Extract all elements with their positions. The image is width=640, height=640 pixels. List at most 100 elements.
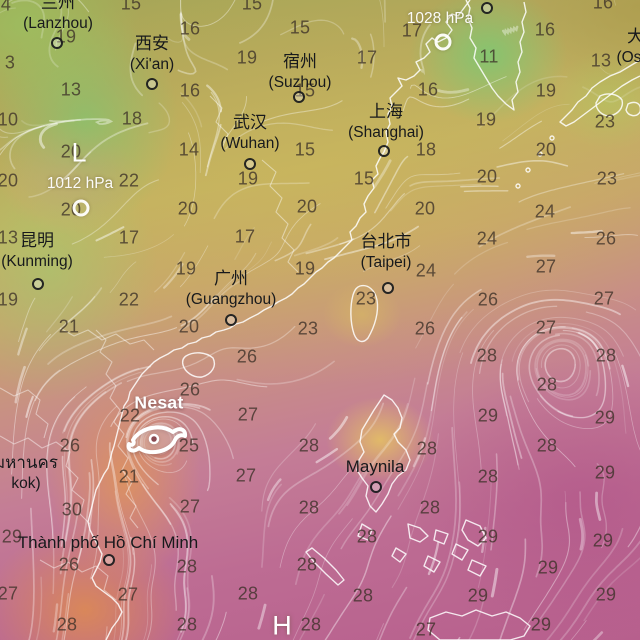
city-native-name: 大阪 — [627, 27, 640, 46]
city-marker-maynila[interactable] — [370, 481, 382, 493]
city-native-name: 广州 — [213, 269, 248, 288]
city-roman-name: (Lanzhou) — [23, 15, 93, 32]
temperature-label: 27 — [593, 288, 615, 309]
temperature-label: 23 — [594, 111, 616, 132]
temperature-label: 11 — [479, 46, 499, 67]
temperature-label: 28 — [56, 614, 78, 635]
temperature-label: 28 — [419, 497, 441, 518]
temperature-label: 29 — [595, 584, 617, 605]
temperature-label: 15 — [353, 168, 375, 189]
city-native-name: 武汉 — [233, 113, 267, 132]
city-label-hochiminh: Thành phố Hồ Chí Minh — [18, 532, 199, 553]
city-native-name: 昆明 — [20, 231, 54, 250]
temperature-label: 29 — [477, 526, 499, 547]
temperature-label: 28 — [416, 438, 438, 459]
city-marker-hochiminh[interactable] — [103, 554, 115, 566]
temperature-label: 29 — [477, 405, 499, 426]
temperature-label: 19 — [237, 168, 259, 189]
temperature-label: 29 — [530, 614, 552, 635]
city-roman-name: (Shanghai) — [348, 124, 424, 141]
temperature-label: 10 — [0, 109, 19, 130]
temperature-label: 20 — [476, 166, 498, 187]
temperature-label: 28 — [300, 614, 322, 635]
city-native-name: Maynila — [345, 457, 405, 476]
temperature-label: 28 — [476, 345, 498, 366]
city-marker-taipei[interactable] — [382, 282, 394, 294]
temperature-label: 28 — [298, 497, 320, 518]
city-native-name: 兰州 — [40, 0, 75, 12]
temperature-label: 13 — [590, 50, 612, 71]
pressure-center-l: L — [71, 137, 87, 168]
temperature-label: 28 — [296, 554, 318, 575]
city-marker-xian[interactable] — [146, 78, 158, 90]
temperature-label: 13 — [60, 79, 82, 100]
city-roman-name: (Kunming) — [1, 253, 73, 270]
temperature-label: 27 — [179, 496, 201, 517]
city-label-lanzhou: 兰州 (Lanzhou) — [23, 0, 93, 34]
city-roman-name: kok) — [11, 475, 41, 492]
pressure-marker-ring[interactable] — [72, 199, 90, 217]
city-roman-name: (Xi'an) — [129, 56, 175, 73]
temperature-label: 20 — [0, 170, 19, 191]
temperature-label: 26 — [477, 289, 499, 310]
temperature-label: 29 — [467, 585, 489, 606]
temperature-label: 20 — [178, 316, 200, 337]
temperature-label: 29 — [1, 526, 23, 547]
temperature-label: 22 — [118, 170, 140, 191]
temperature-label: 4 — [0, 0, 12, 15]
temperature-label: 29 — [592, 530, 614, 551]
city-native-name: มหานคร — [0, 453, 59, 472]
city-native-name: 西安 — [135, 34, 169, 53]
temperature-label: 26 — [236, 346, 258, 367]
city-roman-name: (Suzhou) — [268, 74, 332, 91]
city-native-name: 台北市 — [360, 232, 412, 251]
temperature-label: 15 — [120, 0, 142, 14]
city-label-suzhou: 宿州 (Suzhou) — [269, 51, 332, 93]
city-marker-suzhou[interactable] — [293, 91, 305, 103]
city-roman-name: (Osaka) — [616, 49, 640, 66]
temperature-label: 20 — [535, 139, 557, 160]
temperature-label: 16 — [417, 79, 439, 100]
temperature-label: 19 — [535, 80, 557, 101]
city-marker-lanzhou[interactable] — [51, 37, 63, 49]
temperature-label: 27 — [535, 317, 557, 338]
pressure-center-h: H — [272, 610, 292, 640]
temperature-label: 29 — [537, 557, 559, 578]
temperature-label: 17 — [356, 47, 378, 68]
temperature-label: 20 — [177, 198, 199, 219]
temperature-label: 28 — [536, 374, 558, 395]
temperature-label: 15 — [289, 17, 311, 38]
city-marker-shanghai[interactable] — [378, 145, 390, 157]
temperature-label: 20 — [296, 196, 318, 217]
temperature-label: 28 — [298, 435, 320, 456]
city-label-xian: 西安 (Xi'an) — [130, 33, 174, 75]
city-label-bangkok: มหานคร kok) — [0, 452, 58, 494]
temperature-label: 14 — [178, 139, 200, 160]
city-marker-guangzhou[interactable] — [225, 314, 237, 326]
city-marker-wuhan[interactable] — [244, 158, 256, 170]
city-label-wuhan: 武汉 (Wuhan) — [220, 112, 279, 154]
pressure-marker-ring[interactable] — [434, 33, 452, 51]
city-label-osaka: 大阪 (Osaka) — [616, 26, 640, 68]
unnamed-city-marker[interactable] — [481, 2, 493, 14]
temperature-label: 28 — [176, 614, 198, 635]
cyclone-icon[interactable] — [126, 415, 190, 463]
temperature-label: 28 — [477, 466, 499, 487]
temperature-label: 22 — [118, 289, 140, 310]
city-roman-name: (Wuhan) — [220, 135, 280, 152]
temperature-label: 21 — [118, 466, 140, 487]
city-label-shanghai: 上海 (Shanghai) — [348, 101, 424, 143]
temperature-label: 24 — [476, 228, 498, 249]
temperature-label: 16 — [592, 0, 614, 13]
city-marker-kunming[interactable] — [32, 278, 44, 290]
temperature-label: 27 — [235, 465, 257, 486]
temperature-label: 15 — [294, 139, 316, 160]
temperature-label: 26 — [59, 435, 81, 456]
city-label-maynila: Maynila — [346, 456, 405, 477]
city-native-name: 上海 — [368, 102, 403, 121]
temperature-label: 28 — [595, 345, 617, 366]
temperature-label: 21 — [58, 316, 80, 337]
temperature-label: 18 — [121, 108, 143, 129]
